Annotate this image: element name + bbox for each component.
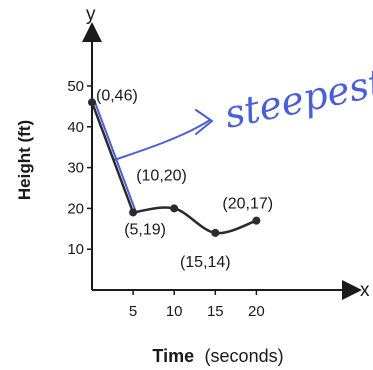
data-points [88,98,261,237]
x-axis-letter: x [360,280,370,301]
y-tick-label: 20 [67,200,84,217]
y-tick-label: 30 [67,160,84,177]
y-axis-letter: y [86,4,96,25]
y-tick-label: 40 [67,119,84,136]
series-height [90,101,257,235]
x-ticks: 5 10 15 20 [129,290,265,320]
handwritten-annotation: steepest [113,60,373,161]
y-tick-label: 50 [67,78,84,95]
x-axis-label-main: Time [152,346,194,366]
data-label: (15,14) [180,254,231,271]
data-point [88,98,96,107]
x-tick-label: 15 [207,303,224,320]
y-ticks: 10 20 30 40 50 [67,78,92,258]
data-label: (0,46) [96,87,138,104]
data-labels: (0,46) (5,19) (10,20) (15,14) (20,17) [96,87,273,271]
handwritten-word: steepest [221,60,373,137]
handwritten-arrow [113,109,213,161]
curve-segment [132,206,257,235]
y-axis-label: Height (ft) [15,120,34,200]
x-axis-label: Time (seconds) [152,346,283,366]
x-tick-label: 10 [166,303,183,320]
data-point [252,216,261,225]
data-label: (5,19) [124,221,166,238]
data-label: (20,17) [222,196,273,213]
data-point [129,208,138,217]
data-label: (10,20) [136,167,187,184]
segment-steep [90,101,135,213]
highlight-trace [94,101,138,214]
x-tick-label: 20 [248,303,265,320]
y-tick-label: 10 [67,241,84,258]
x-tick-label: 5 [129,303,137,320]
data-point [211,228,220,237]
data-point [170,204,179,213]
x-axis-label-unit: (seconds) [205,346,284,366]
